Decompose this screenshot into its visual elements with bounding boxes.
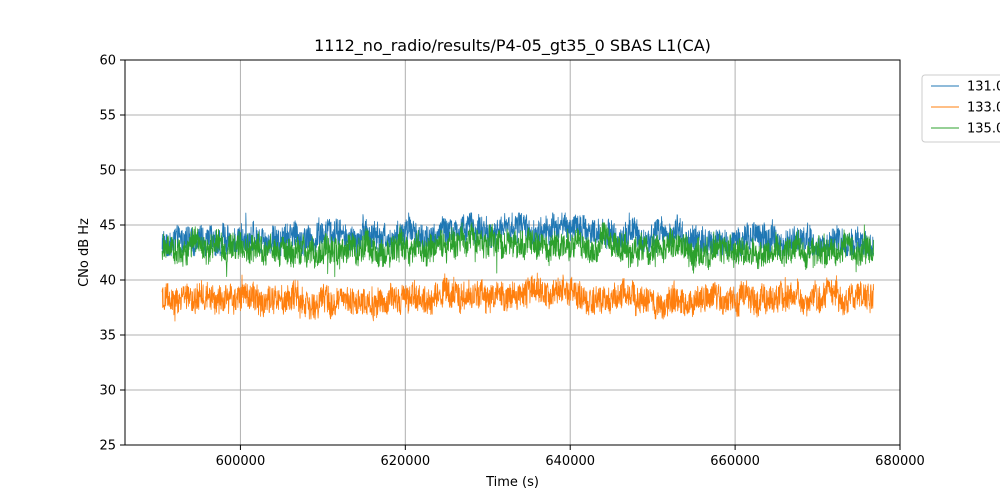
legend-label: 135.0 xyxy=(967,122,1000,137)
series-line-133.0 xyxy=(161,272,875,322)
chart-title: 1112_no_radio/results/P4-05_gt35_0 SBAS … xyxy=(314,36,711,56)
y-tick-label: 50 xyxy=(99,164,116,179)
series-line-131.0 xyxy=(161,212,875,257)
x-axis-label: Time (s) xyxy=(485,475,539,490)
y-tick-label: 60 xyxy=(99,54,116,69)
x-tick-label: 680000 xyxy=(875,454,925,469)
y-axis-label: CNo dB Hz xyxy=(77,218,92,287)
y-tick-label: 30 xyxy=(99,384,116,399)
x-tick-label: 640000 xyxy=(545,454,595,469)
x-tick-label: 660000 xyxy=(710,454,760,469)
y-tick-label: 55 xyxy=(99,109,116,124)
y-tick-label: 35 xyxy=(99,329,116,344)
legend-label: 131.0 xyxy=(967,80,1000,95)
ticks: 600000 620000 640000 660000 680000 25 30 35 40 45… xyxy=(99,54,924,470)
legend: 131.0 133.0 135.0 xyxy=(921,74,1000,143)
legend-box xyxy=(921,74,1000,143)
x-tick-label: 600000 xyxy=(216,454,266,469)
y-tick-label: 40 xyxy=(99,274,116,289)
series-layer xyxy=(161,212,875,322)
y-tick-label: 45 xyxy=(99,219,116,234)
x-tick-label: 620000 xyxy=(380,454,430,469)
legend-label: 133.0 xyxy=(967,101,1000,116)
plot-frame xyxy=(124,59,901,446)
series-line-135.0 xyxy=(161,222,875,278)
y-tick-label: 25 xyxy=(99,439,116,454)
